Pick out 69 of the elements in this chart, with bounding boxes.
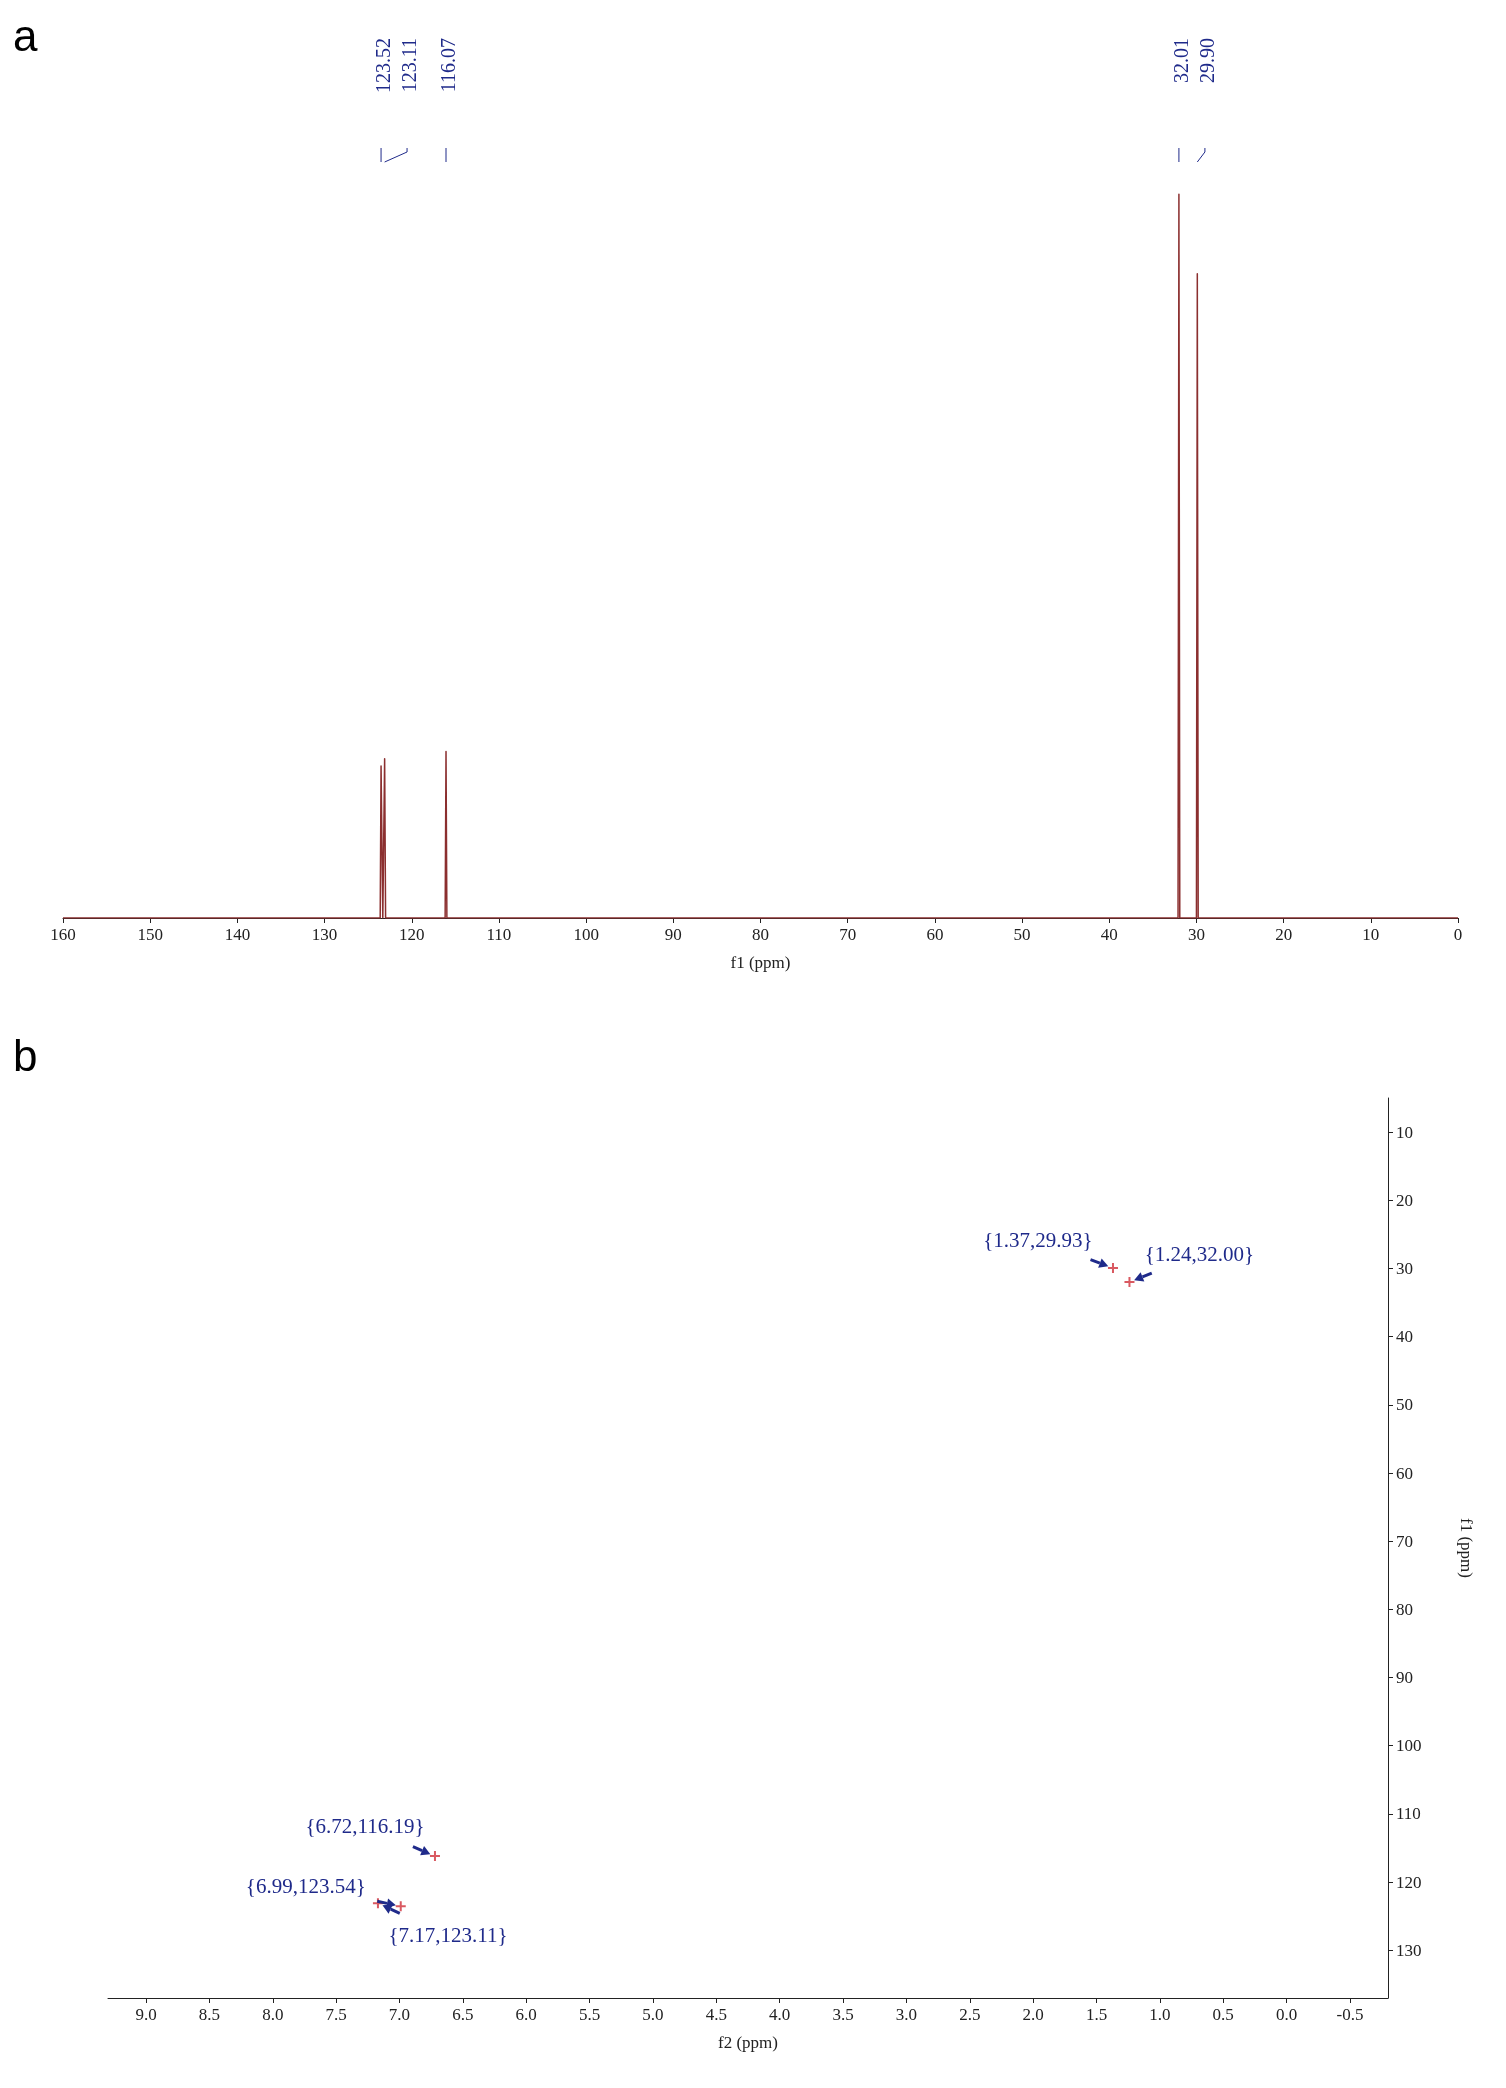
annotation: {1.37,29.93} <box>983 1227 1093 1252</box>
x-tick-label: 1.0 <box>1149 2005 1171 2024</box>
annotation: {6.99,123.54} <box>245 1874 366 1899</box>
x-axis-title: f1 (ppm) <box>730 953 791 972</box>
x-tick-label: 40 <box>1100 925 1118 944</box>
x-tick-label: -0.5 <box>1336 2005 1364 2024</box>
y-tick-label: 30 <box>1396 1258 1413 1278</box>
x-tick-label: 20 <box>1275 925 1293 944</box>
y-tick-label: 70 <box>1396 1531 1413 1551</box>
x-tick-label: 8.5 <box>198 2005 221 2024</box>
x-tick-label: 2.5 <box>959 2005 981 2024</box>
text: 116.07 <box>437 38 460 93</box>
x-tick-label: 4.0 <box>769 2005 791 2024</box>
y-tick-label: 20 <box>1396 1190 1413 1210</box>
y-axis-title: f1 (ppm) <box>1457 1518 1476 1578</box>
text: 123.11 <box>398 38 421 93</box>
x-tick-label: 110 <box>486 925 512 944</box>
x-tick-label: 100 <box>573 925 599 944</box>
x-tick-label: 2.0 <box>1022 2005 1044 2024</box>
text: 123.52 <box>372 38 395 93</box>
x-tick-label: 10 <box>1362 925 1380 944</box>
x-tick-label: 60 <box>926 925 944 944</box>
y-tick-label: 60 <box>1396 1463 1413 1483</box>
x-tick-label: 3.0 <box>895 2005 918 2024</box>
point <box>1124 1277 1135 1288</box>
x-tick-label: 130 <box>311 925 338 944</box>
y-tick-label: 80 <box>1396 1599 1413 1619</box>
chart-title: b <box>13 1030 38 1080</box>
x-tick-label: 140 <box>224 925 251 944</box>
y-tick-label: 90 <box>1396 1668 1413 1688</box>
x-tick-label: 150 <box>137 925 163 944</box>
x-tick-label: 80 <box>752 925 769 944</box>
x-tick-label: 160 <box>50 925 76 944</box>
annotation: {6.72,116.19} <box>305 1814 425 1839</box>
x-tick-label: 8.0 <box>262 2005 284 2024</box>
x-tick-label: 3.5 <box>832 2005 854 2024</box>
y-tick-label: 130 <box>1396 1940 1422 1960</box>
x-tick-label: 0.5 <box>1212 2005 1234 2024</box>
text: 29.90 <box>1195 38 1218 83</box>
x-tick-label: 6.5 <box>452 2005 474 2024</box>
x-tick-label: 6.0 <box>515 2005 537 2024</box>
x-tick-label: 5.5 <box>578 2005 601 2024</box>
x-tick-label: 120 <box>399 925 425 944</box>
y-tick-label: 120 <box>1396 1872 1422 1892</box>
x-axis-title: f2 (ppm) <box>718 2033 778 2052</box>
y-tick-label: 40 <box>1396 1327 1413 1347</box>
x-tick-label: 0 <box>1453 925 1463 944</box>
annotation: {7.17,123.11} <box>388 1923 508 1948</box>
point <box>1107 1262 1118 1273</box>
y-tick-label: 110 <box>1396 1804 1421 1824</box>
chart-title: a <box>13 10 38 60</box>
y-tick-label: 100 <box>1396 1736 1422 1756</box>
text: 32.01 <box>1169 38 1192 83</box>
y-tick-label: 10 <box>1396 1122 1413 1142</box>
x-tick-label: 7.5 <box>325 2005 347 2024</box>
x-tick-label: 50 <box>1013 925 1031 944</box>
y-tick-label: 50 <box>1396 1395 1413 1415</box>
x-tick-label: 9.0 <box>135 2005 157 2024</box>
point <box>395 1901 406 1912</box>
x-tick-label: 70 <box>839 925 857 944</box>
x-tick-label: 90 <box>664 925 682 944</box>
x-tick-label: 0.0 <box>1275 2005 1298 2024</box>
x-tick-label: 5.0 <box>642 2005 664 2024</box>
point <box>429 1851 440 1862</box>
x-tick-label: 30 <box>1187 925 1205 944</box>
annotation: {1.24,32.00} <box>1144 1242 1255 1267</box>
x-tick-label: 7.0 <box>388 2005 411 2024</box>
x-tick-label: 4.5 <box>705 2005 727 2024</box>
x-tick-label: 1.5 <box>1085 2005 1108 2024</box>
